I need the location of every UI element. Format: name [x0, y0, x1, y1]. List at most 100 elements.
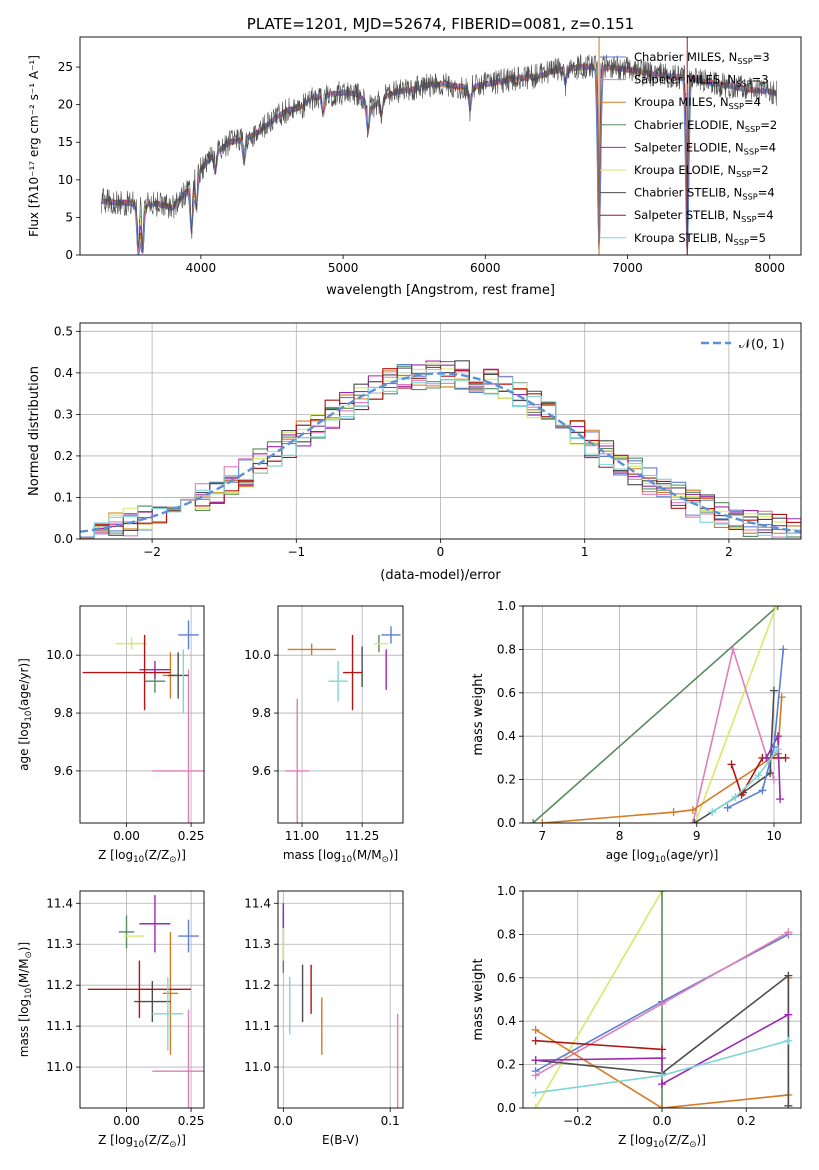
weight-vs-Z-marker [658, 891, 666, 895]
spectrum-legend-label: Chabrier STELIB, NSSP=4 [634, 186, 775, 202]
age-vs-Z-frame [79, 605, 205, 824]
weight-vs-age-marker [773, 606, 782, 610]
weight-vs-age-series-chabrier-stelib [690, 686, 778, 823]
mass-vs-Z-ytick-label: 11.4 [46, 896, 73, 910]
weight-vs-Z-marker [531, 1025, 540, 1034]
weight-vs-Z-ytick-label: 0.2 [497, 1058, 516, 1072]
age-vs-mass-point-salpeter-miles [285, 698, 310, 823]
weight-vs-age-ytick-label: 1.0 [497, 599, 516, 613]
spectrum-legend-entry: Salpeter STELIB, NSSP=4 [600, 208, 774, 224]
age-vs-Z-ytick-label: 10.0 [46, 648, 73, 662]
spectrum-xtick-label: 6000 [470, 261, 501, 275]
weight-vs-age-marker [529, 819, 538, 823]
spectrum-legend-entry: Chabrier MILES, NSSP=3 [600, 50, 770, 66]
mass-vs-Z-xlabel: Z [log10(Z/Z⊙)] [98, 1133, 186, 1150]
residuals-ytick-label: 0.5 [54, 324, 73, 338]
mass-vs-Z-ytick-label: 11.1 [46, 1019, 73, 1033]
residuals-hist-kroupa-stelib [80, 368, 801, 539]
mass-vs-Z-xtick-label: 0.25 [178, 1114, 205, 1128]
weight-vs-age-xtick-label: 7 [538, 829, 546, 843]
weight-vs-age-xlabel: age [log10(age/yr)] [606, 848, 719, 865]
weight-vs-Z-ylabel: mass weight [471, 958, 486, 1040]
weight-vs-age-ytick-label: 0.0 [497, 816, 516, 830]
weight-vs-age-series-kroupa-elodie [691, 606, 781, 823]
spectrum-model-kroupa-elodie [100, 63, 777, 252]
age-vs-Z-ylabel: age [log10(age/yr)] [17, 658, 34, 771]
weight-vs-Z-line [534, 891, 663, 1108]
spectrum-ytick-label: 20 [58, 98, 73, 112]
weight-vs-age-marker [727, 760, 736, 769]
age-vs-mass-point-salpeter-stelib [342, 634, 363, 711]
mass-vs-Z-point-salpeter-miles [152, 1009, 204, 1108]
weight-vs-Z-line [535, 1013, 789, 1086]
weight-vs-Z-marker [531, 1071, 540, 1080]
residuals-ytick-label: 0.2 [54, 449, 73, 463]
spectrum-model-kroupa-miles [100, 62, 777, 255]
residuals: −2 −1 0 1 2 0.0 0.1 0.2 0.3 0.4 0.5 (data-model)/er… [27, 322, 802, 583]
age-vs-mass-frame [277, 605, 404, 824]
spectrum-legend-entry: Salpeter MILES, NSSP=3 [600, 73, 769, 89]
weight-vs-Z-marker [531, 1036, 540, 1045]
residuals-xtick-label: 0 [437, 545, 445, 559]
weight-vs-Z-marker [658, 1054, 666, 1063]
weight-vs-age-marker [772, 606, 781, 610]
weight-vs-age-marker [754, 771, 763, 780]
weight-vs-Z-xtick-label: −0.2 [563, 1114, 592, 1128]
weight-vs-age-marker [708, 808, 717, 817]
weight-vs-age-series-chabrier-elodie [529, 606, 782, 823]
mass-vs-Z-point-chabrier-stelib [134, 981, 171, 1023]
age-vs-mass: 11.00 11.25 9.6 9.8 10.0 mass [log10(M/M⊙)] [244, 605, 404, 865]
mass-vs-ebv-xlabel: E(B-V) [322, 1133, 359, 1147]
weight-vs-Z-xtick-label: 0.2 [737, 1114, 756, 1128]
residuals-xtick-label: −1 [287, 545, 305, 559]
mass-vs-ebv-ytick-label: 11.0 [244, 1060, 271, 1074]
weight-vs-age-frame [522, 605, 802, 824]
mass-vs-Z-ytick-label: 11.0 [46, 1060, 73, 1074]
weight-vs-age: 7 8 9 10 0.0 0.2 0.4 0.6 0.8 1.0 age [log10(age/yr… [471, 599, 802, 865]
weight-vs-age-marker [758, 786, 767, 795]
weight-vs-age-xtick-label: 10 [766, 829, 781, 843]
mass-vs-Z-frame [79, 890, 205, 1109]
spectrum-ytick-label: 25 [58, 60, 73, 74]
residuals-frame [79, 322, 802, 540]
residuals-normal-curve [80, 372, 801, 533]
residuals-ytick-label: 0.4 [54, 366, 73, 380]
age-vs-mass-xtick-label: 11.25 [345, 829, 379, 843]
weight-vs-age-marker [538, 819, 547, 823]
weight-vs-Z-frame [522, 890, 802, 1109]
residuals-xtick-label: 2 [725, 545, 733, 559]
mass-vs-ebv-frame [277, 890, 404, 1109]
age-vs-Z-xtick-label: 0.25 [178, 829, 205, 843]
mass-vs-Z: 0.00 0.25 11.0 11.1 11.2 11.3 11.4 Z [log10(Z/Z… [17, 890, 205, 1150]
weight-vs-Z-series-salpeter-stelib [531, 1036, 666, 1054]
spectrum-xtick-label: 4000 [186, 261, 217, 275]
residuals-xtick-label: 1 [581, 545, 589, 559]
spectrum-legend-entry: Kroupa MILES, NSSP=4 [600, 95, 761, 111]
age-vs-mass-ytick-label: 9.8 [252, 706, 271, 720]
spectrum-legend-label: Salpeter MILES, NSSP=3 [634, 73, 769, 89]
weight-vs-Z-marker [658, 1104, 666, 1108]
spectrum-title: PLATE=1201, MJD=52674, FIBERID=0081, z=0… [247, 15, 634, 33]
weight-vs-age-xtick-label: 9 [693, 829, 701, 843]
mass-vs-ebv-ytick-label: 11.4 [244, 896, 271, 910]
weight-vs-Z-ytick-label: 0.0 [497, 1101, 516, 1115]
weight-vs-age-marker [779, 645, 788, 654]
weight-vs-Z-series-kroupa-stelib [531, 1036, 793, 1097]
weight-vs-age-ytick-label: 0.4 [497, 729, 516, 743]
spectrum-legend-label: Chabrier ELODIE, NSSP=2 [634, 118, 777, 134]
mass-vs-ebv-ytick-label: 11.3 [244, 937, 271, 951]
residuals-xtick-label: −2 [143, 545, 161, 559]
weight-vs-Z-marker [658, 999, 666, 1008]
weight-vs-age-marker [691, 819, 700, 823]
weight-vs-Z-xlabel: Z [log10(Z/Z⊙)] [618, 1133, 706, 1150]
weight-vs-Z: −0.2 0.0 0.2 0.0 0.2 0.4 0.6 0.8 1.0 Z [log10(Z/Z… [471, 884, 802, 1150]
spectrum-frame [79, 36, 802, 256]
spectrum-legend-label: Salpeter STELIB, NSSP=4 [634, 208, 774, 224]
mass-vs-ebv-ytick-label: 11.1 [244, 1019, 271, 1033]
spectrum-ylabel: Flux [fλ10⁻¹⁷ erg cm⁻² s⁻¹ A⁻¹] [27, 55, 41, 237]
weight-vs-age-marker [762, 753, 771, 762]
weight-vs-age-line [532, 606, 779, 823]
weight-vs-age-ytick-label: 0.6 [497, 686, 516, 700]
spectrum-legend-label: Chabrier MILES, NSSP=3 [634, 50, 770, 66]
weight-vs-Z-marker [784, 1036, 793, 1045]
